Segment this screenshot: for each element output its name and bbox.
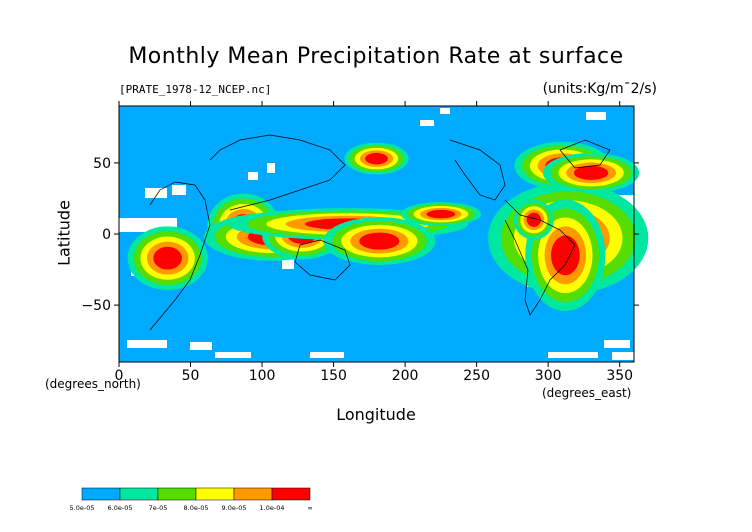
precip-cell: [551, 235, 580, 276]
no-data-patch: [267, 163, 275, 173]
no-data-patch: [145, 188, 167, 198]
y-tick-label: 0: [102, 227, 111, 243]
colorbar-label: 6.0e-05: [108, 504, 133, 512]
x-tick-label: 200: [392, 368, 419, 384]
no-data-patch: [420, 120, 434, 126]
coastline: [294, 239, 351, 281]
no-data-patch: [604, 340, 630, 348]
no-data-patch: [127, 340, 167, 348]
no-data-patch: [190, 342, 212, 350]
colorbar-label: 7e-05: [149, 504, 168, 512]
colorbar-segment: [195, 487, 235, 501]
colorbar-segment: [233, 487, 273, 501]
x-tick-label: 150: [320, 368, 347, 384]
colorbar-label: 5.0e-05: [70, 504, 95, 512]
coastline: [149, 181, 211, 331]
colorbar-label: 9.0e-05: [222, 504, 247, 512]
x-tick-label: 300: [535, 368, 562, 384]
coastline: [504, 199, 576, 316]
x-tick-label: 250: [463, 368, 490, 384]
colorbar-label: 8.0e-05: [184, 504, 209, 512]
x-tick-label: 350: [606, 368, 633, 384]
no-data-patch: [310, 352, 344, 358]
no-data-patch: [215, 352, 251, 358]
no-data-patch: [612, 352, 634, 360]
x-tick-label: 100: [249, 368, 276, 384]
colorbar-segment: [157, 487, 197, 501]
colorbar-label: ∞: [307, 504, 312, 512]
no-data-patch: [172, 185, 186, 195]
colorbar-segment: [119, 487, 159, 501]
no-data-patch: [548, 352, 598, 358]
colorbar-segment: [271, 487, 311, 501]
precip-cell: [426, 209, 456, 219]
y-unit-label: (degrees_north): [45, 377, 141, 391]
units-label: (units:Kg/m¯2/s): [542, 81, 657, 97]
no-data-patch: [440, 108, 450, 114]
precip-cell: [526, 212, 542, 227]
no-data-patch: [586, 112, 606, 120]
colorbar-segment: [81, 487, 121, 501]
precip-cell: [365, 152, 388, 165]
source-label: [PRATE_1978-12_NCEP.nc]: [119, 83, 272, 96]
chart-title: Monthly Mean Precipitation Rate at surfa…: [128, 44, 624, 69]
colorbar-label: 1.0e-04: [260, 504, 285, 512]
x-unit-label: (degrees_east): [542, 386, 632, 400]
x-axis-title: Longitude: [336, 405, 416, 424]
y-tick-label: −50: [81, 298, 111, 314]
y-tick-label: 50: [93, 156, 111, 172]
precip-cell: [573, 165, 609, 180]
coastline: [449, 139, 506, 201]
coastline: [559, 139, 611, 169]
x-tick-label: 0: [115, 368, 124, 384]
x-tick-label: 50: [182, 368, 200, 384]
precip-cell: [359, 232, 400, 250]
no-data-patch: [248, 172, 258, 180]
coastline: [209, 134, 346, 211]
precip-cell: [153, 246, 182, 270]
